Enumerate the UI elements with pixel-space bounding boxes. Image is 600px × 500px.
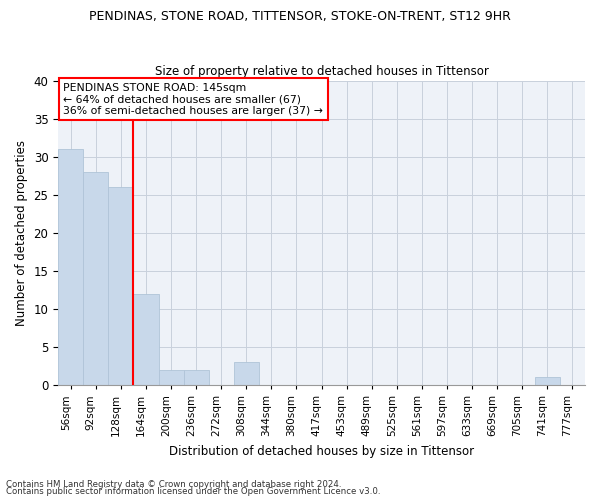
Bar (133, 294, 158, 385)
Title: Size of property relative to detached houses in Tittensor: Size of property relative to detached ho… (155, 66, 488, 78)
Bar (535, 378, 560, 385)
X-axis label: Distribution of detached houses by size in Tittensor: Distribution of detached houses by size … (169, 444, 474, 458)
Text: PENDINAS STONE ROAD: 145sqm
← 64% of detached houses are smaller (67)
36% of sem: PENDINAS STONE ROAD: 145sqm ← 64% of det… (64, 82, 323, 116)
Bar (109, 188, 133, 385)
Bar (184, 370, 209, 385)
Text: PENDINAS, STONE ROAD, TITTENSOR, STOKE-ON-TRENT, ST12 9HR: PENDINAS, STONE ROAD, TITTENSOR, STOKE-O… (89, 10, 511, 23)
Text: Contains HM Land Registry data © Crown copyright and database right 2024.: Contains HM Land Registry data © Crown c… (6, 480, 341, 489)
Bar (58, 150, 83, 385)
Y-axis label: Number of detached properties: Number of detached properties (15, 140, 28, 326)
Bar (158, 370, 184, 385)
Text: Contains public sector information licensed under the Open Government Licence v3: Contains public sector information licen… (6, 487, 380, 496)
Bar (234, 362, 259, 385)
Bar (83, 172, 109, 385)
